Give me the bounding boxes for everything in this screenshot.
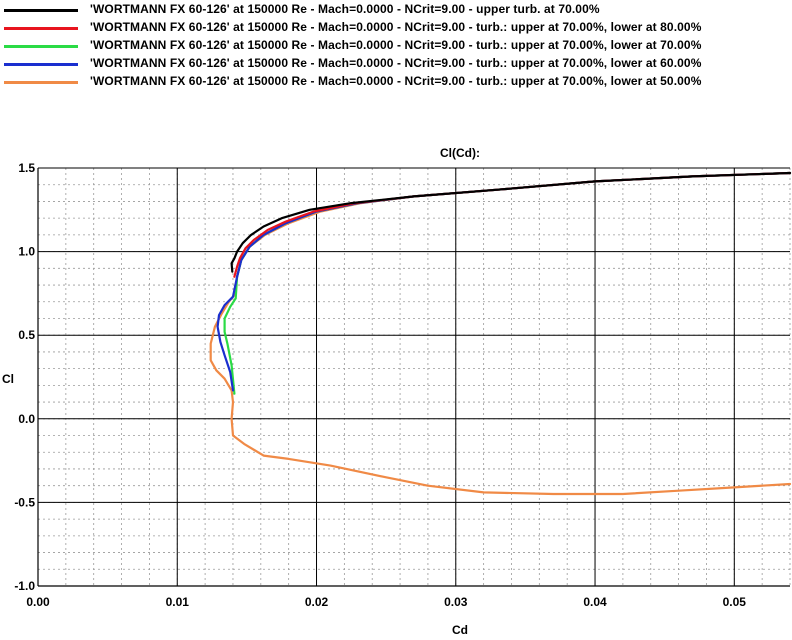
y-tick-label: 1.5	[18, 161, 35, 175]
x-tick-label: 0.03	[444, 595, 468, 609]
legend-swatch	[4, 45, 78, 48]
y-tick-label: 0.5	[18, 328, 35, 342]
y-tick-label: -1.0	[14, 579, 35, 593]
legend-item: 'WORTMANN FX 60-126' at 150000 Re - Mach…	[0, 37, 792, 55]
legend-item: 'WORTMANN FX 60-126' at 150000 Re - Mach…	[0, 1, 792, 19]
minor-grid	[37, 167, 791, 587]
y-axis-label: Cl	[2, 372, 14, 386]
legend-swatch	[4, 63, 78, 66]
legend-label: 'WORTMANN FX 60-126' at 150000 Re - Mach…	[90, 38, 702, 52]
y-tick-label: 1.0	[18, 245, 35, 259]
x-tick-label: 0.01	[166, 595, 190, 609]
x-tick-label: 0.00	[26, 595, 50, 609]
y-tick-label: 0.0	[18, 412, 35, 426]
y-tick-label: -0.5	[14, 495, 35, 509]
legend-item: 'WORTMANN FX 60-126' at 150000 Re - Mach…	[0, 19, 792, 37]
series-line	[223, 171, 792, 395]
legend-swatch	[4, 9, 78, 12]
series-line	[230, 171, 792, 273]
x-tick-label: 0.02	[305, 595, 329, 609]
major-grid	[37, 167, 790, 587]
legend-label: 'WORTMANN FX 60-126' at 150000 Re - Mach…	[90, 20, 702, 34]
tick-labels: 0.00 0.01 0.02 0.03 0.04 0.05 1.5 1.0 0.5 0.0 -0.5…	[14, 161, 746, 609]
series-lines	[209, 171, 792, 496]
x-tick-label: 0.04	[583, 595, 607, 609]
legend-swatch	[4, 27, 78, 30]
legend-label: 'WORTMANN FX 60-126' at 150000 Re - Mach…	[90, 2, 600, 16]
legend: 'WORTMANN FX 60-126' at 150000 Re - Mach…	[0, 0, 792, 100]
legend-swatch	[4, 81, 78, 84]
legend-item: 'WORTMANN FX 60-126' at 150000 Re - Mach…	[0, 73, 792, 91]
series-line	[209, 171, 792, 496]
legend-label: 'WORTMANN FX 60-126' at 150000 Re - Mach…	[90, 74, 702, 88]
chart-title: Cl(Cd):	[440, 146, 480, 160]
series-line	[216, 171, 792, 392]
x-tick-label: 0.05	[723, 595, 747, 609]
legend-label: 'WORTMANN FX 60-126' at 150000 Re - Mach…	[90, 56, 702, 70]
legend-item: 'WORTMANN FX 60-126' at 150000 Re - Mach…	[0, 55, 792, 73]
x-axis-label: Cd	[452, 623, 468, 637]
